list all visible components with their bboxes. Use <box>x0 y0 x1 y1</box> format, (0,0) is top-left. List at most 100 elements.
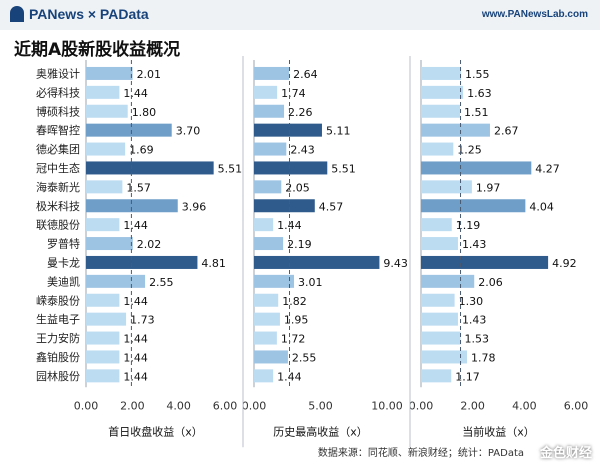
data-label: 4.04 <box>529 200 554 213</box>
data-label: 2.05 <box>285 181 310 194</box>
data-label: 1.17 <box>455 370 480 383</box>
data-label: 1.69 <box>129 144 154 157</box>
data-label: 2.02 <box>137 238 162 251</box>
data-label: 1.97 <box>476 181 501 194</box>
category-label: 春晖智控 <box>36 123 80 137</box>
bar <box>254 142 287 156</box>
data-label: 1.43 <box>462 314 487 327</box>
data-label: 5.11 <box>326 125 351 138</box>
bar <box>254 104 285 118</box>
category-label: 生益电子 <box>36 312 80 326</box>
bar <box>86 218 120 232</box>
data-label: 1.30 <box>459 295 484 308</box>
data-label: 2.67 <box>494 125 518 138</box>
data-label: 4.92 <box>552 257 577 270</box>
x-tick-label: 0.00 <box>242 399 267 412</box>
bar <box>86 274 146 288</box>
data-label: 4.81 <box>201 257 226 270</box>
data-label: 2.06 <box>478 276 503 289</box>
data-label: 1.44 <box>277 219 302 232</box>
x-tick-label: 0.00 <box>409 399 434 412</box>
x-tick-label: 5.00 <box>308 399 333 412</box>
bar <box>254 369 274 383</box>
bar <box>254 331 277 345</box>
watermark: 金色财经 <box>539 446 592 461</box>
data-label: 1.53 <box>465 333 490 346</box>
category-label: 海泰新光 <box>36 180 80 194</box>
bar <box>86 104 128 118</box>
data-label: 3.70 <box>176 125 201 138</box>
data-label: 1.80 <box>132 106 157 119</box>
brand-name: PANews × PAData <box>29 6 149 22</box>
data-label: 1.44 <box>123 351 148 364</box>
bar <box>421 85 464 99</box>
bar <box>254 199 315 213</box>
category-label: 极米科技 <box>36 199 80 213</box>
bar <box>254 274 295 288</box>
data-label: 1.74 <box>281 87 306 100</box>
bar <box>86 85 120 99</box>
bar <box>421 255 549 269</box>
bar <box>254 66 290 80</box>
data-label: 4.27 <box>535 162 560 175</box>
bar <box>254 293 279 307</box>
category-label: 罗普特 <box>47 237 80 251</box>
category-label: 曼卡龙 <box>47 256 80 269</box>
bar <box>254 218 274 232</box>
source-note: 数据来源：同花顺、新浪财经；统计：PAData <box>317 448 524 459</box>
bar <box>421 142 454 156</box>
data-label: 2.43 <box>290 144 315 157</box>
data-label: 1.43 <box>462 238 487 251</box>
data-label: 2.19 <box>287 238 312 251</box>
chart-title: 近期A股新股收益概况 <box>14 40 181 60</box>
bar <box>421 237 458 251</box>
data-label: 1.72 <box>281 333 306 346</box>
bar <box>421 104 461 118</box>
category-label: 鑫铂股份 <box>36 350 80 364</box>
category-label: 联德股份 <box>36 218 80 232</box>
header-bar: PANews × PAData www.PANewsLab.com <box>0 0 600 30</box>
data-label: 2.26 <box>288 106 313 119</box>
data-label: 9.43 <box>383 257 408 270</box>
data-label: 2.64 <box>293 68 318 81</box>
x-tick-label: 6.00 <box>564 399 589 412</box>
category-label: 必得科技 <box>36 85 80 99</box>
bar <box>421 218 452 232</box>
bar <box>86 293 120 307</box>
bar <box>421 369 452 383</box>
bar <box>86 369 120 383</box>
bar <box>421 274 475 288</box>
bar <box>254 161 328 175</box>
data-label: 2.55 <box>292 351 317 364</box>
bar <box>86 312 127 326</box>
category-label: 德必集团 <box>36 142 80 156</box>
data-label: 1.82 <box>282 295 307 308</box>
data-label: 1.63 <box>467 87 492 100</box>
category-label: 奥雅设计 <box>36 66 80 80</box>
data-label: 1.44 <box>123 370 148 383</box>
bar <box>86 66 133 80</box>
data-label: 4.57 <box>319 200 344 213</box>
x-tick-label: 4.00 <box>512 399 537 412</box>
bar <box>421 331 461 345</box>
data-label: 1.51 <box>464 106 489 119</box>
bar <box>254 237 284 251</box>
category-label: 冠中生态 <box>36 161 80 175</box>
brand-logo: PANews × PAData <box>10 6 149 22</box>
data-label: 2.01 <box>137 68 162 81</box>
bar <box>86 255 198 269</box>
data-label: 1.78 <box>471 351 496 364</box>
x-axis-title: 当前收益（x） <box>462 424 535 438</box>
bar <box>421 199 526 213</box>
x-tick-label: 6.00 <box>213 399 238 412</box>
bar <box>421 350 467 364</box>
x-axis-title: 历史最高收益（x） <box>273 424 368 438</box>
category-label: 王力安防 <box>36 331 80 345</box>
bar <box>421 123 490 137</box>
x-tick-label: 2.00 <box>460 399 485 412</box>
x-tick-label: 2.00 <box>120 399 145 412</box>
category-label: 美迪凯 <box>47 275 80 288</box>
data-label: 1.44 <box>123 295 148 308</box>
bar <box>254 180 282 194</box>
bar <box>254 312 280 326</box>
